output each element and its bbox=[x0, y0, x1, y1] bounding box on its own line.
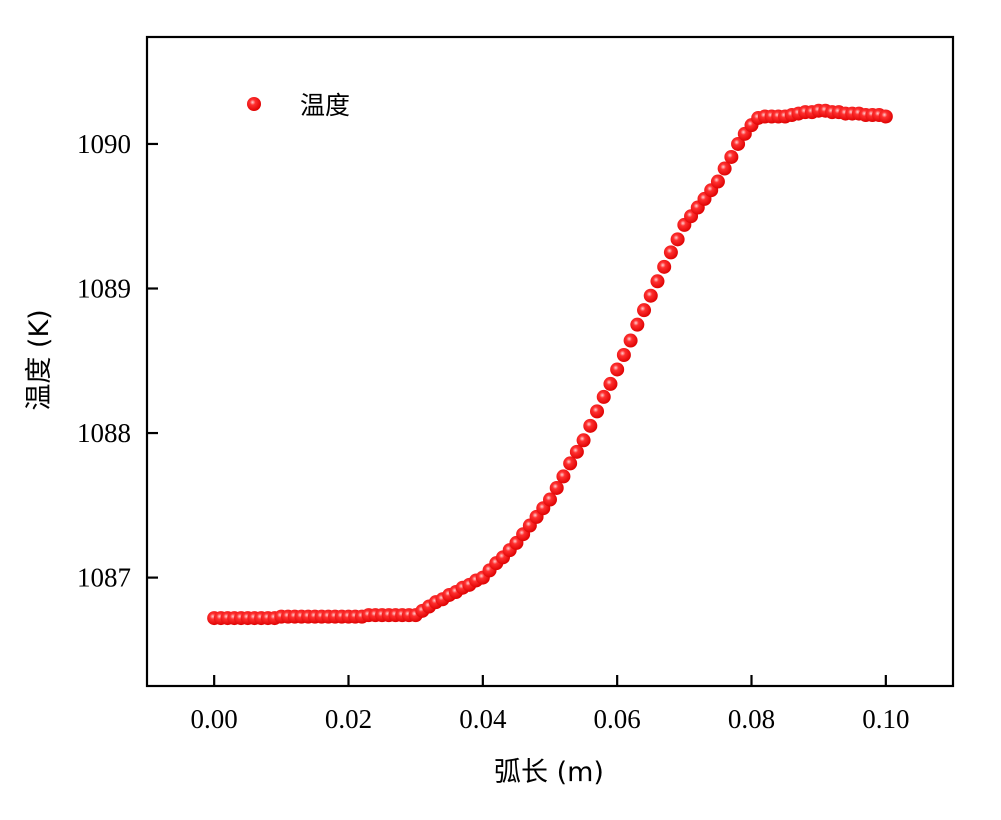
x-tick-label: 0.08 bbox=[728, 704, 775, 734]
data-point bbox=[663, 245, 678, 260]
x-axis-title: 弧长 (m) bbox=[494, 757, 604, 788]
legend-marker bbox=[247, 97, 261, 111]
data-point bbox=[670, 232, 685, 247]
data-point bbox=[623, 333, 638, 348]
data-points bbox=[207, 103, 893, 626]
x-tick-label: 0.00 bbox=[191, 704, 238, 734]
data-point bbox=[569, 444, 584, 459]
data-point bbox=[650, 274, 665, 289]
data-point bbox=[576, 433, 591, 448]
data-point bbox=[637, 303, 652, 318]
x-axis: 0.00 0.02 0.04 0.06 0.08 0.10 bbox=[191, 675, 909, 734]
legend-label: 温度 bbox=[300, 91, 350, 120]
data-point bbox=[717, 161, 732, 176]
data-point bbox=[543, 492, 557, 507]
x-tick-label: 0.10 bbox=[862, 704, 909, 734]
data-point bbox=[549, 480, 564, 495]
data-point bbox=[724, 149, 739, 164]
data-point bbox=[556, 469, 571, 484]
data-point bbox=[583, 418, 598, 433]
data-point bbox=[731, 136, 746, 151]
y-axis-title: 温度 (K) bbox=[24, 309, 55, 410]
y-axis: 1087 1088 1089 1090 bbox=[77, 129, 158, 593]
y-tick-label: 1087 bbox=[77, 563, 131, 593]
data-point bbox=[590, 404, 605, 419]
y-tick-label: 1088 bbox=[77, 418, 131, 448]
plot-frame bbox=[145, 35, 955, 688]
data-point bbox=[643, 288, 658, 303]
x-tick-label: 0.02 bbox=[325, 704, 372, 734]
y-tick-label: 1090 bbox=[77, 129, 131, 159]
data-point bbox=[710, 174, 725, 189]
data-point bbox=[657, 259, 672, 274]
data-point bbox=[616, 347, 631, 362]
data-point bbox=[563, 456, 578, 471]
data-point bbox=[610, 362, 625, 377]
data-point bbox=[596, 389, 611, 404]
y-tick-label: 1089 bbox=[77, 274, 131, 304]
data-point bbox=[878, 109, 893, 124]
x-tick-label: 0.06 bbox=[594, 704, 641, 734]
data-point bbox=[603, 376, 618, 391]
legend: 温度 bbox=[247, 91, 350, 120]
x-tick-label: 0.04 bbox=[459, 704, 507, 734]
data-point bbox=[630, 317, 645, 332]
